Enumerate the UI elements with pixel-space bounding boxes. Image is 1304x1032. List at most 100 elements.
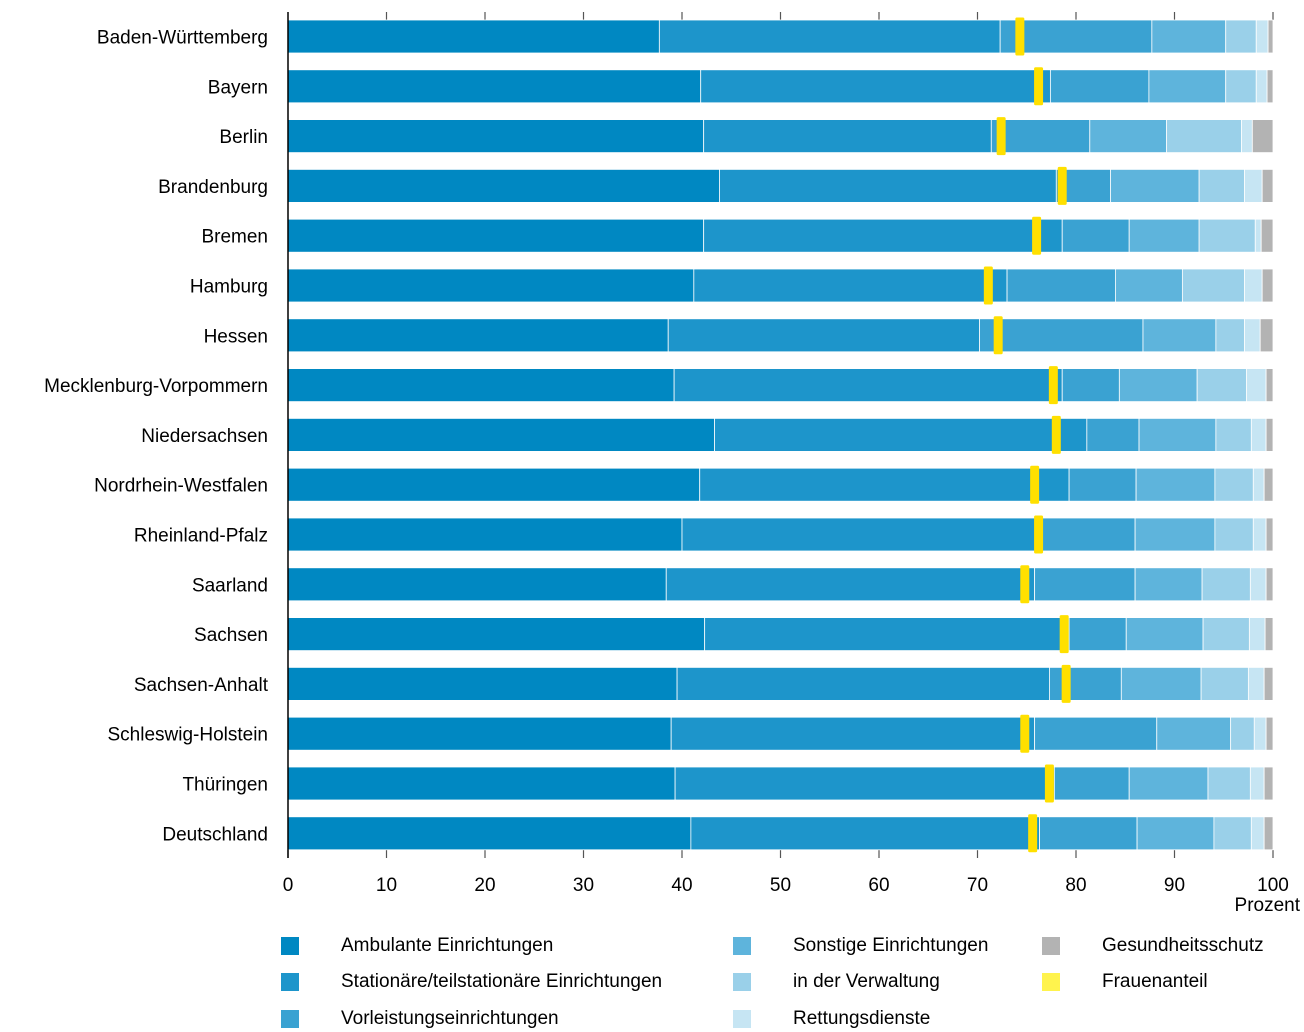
- bar-segment-2-4: [1148, 69, 1227, 104]
- bar-segment-7-4: [1142, 318, 1217, 353]
- bar-segment-5-2: [703, 218, 1063, 253]
- category-label: Brandenburg: [158, 177, 268, 198]
- x-tick-label: 100: [1257, 875, 1289, 896]
- bar-segment-7-2: [667, 318, 980, 353]
- bar-segment-4-5: [1198, 168, 1245, 203]
- bar-segment-6-1: [287, 268, 695, 303]
- bar-segment-15-4: [1156, 716, 1232, 751]
- bar-segment-8-6: [1246, 368, 1267, 403]
- bar-segment-11-7: [1265, 517, 1274, 552]
- bar-segment-9-7: [1265, 417, 1274, 452]
- bar-segment-16-5: [1207, 766, 1251, 801]
- x-tick-label: 50: [770, 875, 791, 896]
- bar-segment-8-2: [673, 368, 1063, 403]
- bar-segment-5-1: [287, 218, 705, 253]
- x-tick-label: 80: [1065, 875, 1086, 896]
- bar-segment-3-7: [1251, 119, 1274, 153]
- bar-segment-11-6: [1252, 517, 1267, 552]
- category-label: Thüringen: [182, 775, 268, 796]
- bar-segment-13-7: [1264, 617, 1274, 651]
- bar-segment-17-1: [287, 816, 692, 851]
- bar-segment-17-5: [1213, 816, 1252, 851]
- bar-segment-10-4: [1135, 467, 1216, 502]
- bar-segment-2-3: [1049, 69, 1150, 104]
- bar-segment-11-3: [1041, 517, 1136, 552]
- bar-segment-10-2: [699, 467, 1070, 502]
- bar-segment-13-1: [287, 617, 706, 651]
- bar-segment-5-6: [1254, 218, 1262, 253]
- bar-segment-4-1: [287, 168, 720, 203]
- bar-segment-8-7: [1265, 368, 1274, 403]
- category-label: Bayern: [208, 77, 268, 98]
- bar-segment-6-3: [1006, 268, 1116, 303]
- frauenanteil-marker-8: [1048, 366, 1058, 405]
- bar-segment-8-5: [1196, 368, 1247, 403]
- category-label: Baden-Württemberg: [97, 28, 268, 49]
- bar-segment-9-1: [287, 417, 715, 452]
- bar-segment-12-5: [1201, 567, 1251, 602]
- bar-segment-5-3: [1061, 218, 1130, 253]
- bar-segment-5-4: [1128, 218, 1200, 253]
- bar-segment-13-2: [704, 617, 1070, 651]
- bar-segment-6-2: [693, 268, 1008, 303]
- bar-segment-8-1: [287, 368, 675, 403]
- bar-segment-4-7: [1261, 168, 1274, 203]
- bar-segment-3-3: [990, 119, 1091, 153]
- bar-segment-4-4: [1110, 168, 1200, 203]
- bar-segment-1-2: [658, 19, 1001, 54]
- bar-segment-5-7: [1260, 218, 1274, 253]
- bar-segment-15-7: [1265, 716, 1274, 751]
- bar-segment-16-1: [287, 766, 676, 801]
- bar-segment-9-5: [1215, 417, 1252, 452]
- bar-segment-17-6: [1250, 816, 1265, 851]
- bar-segment-7-6: [1244, 318, 1261, 353]
- category-label: Sachsen: [194, 625, 268, 646]
- frauenanteil-marker-13: [1059, 615, 1069, 654]
- bar-segment-12-4: [1134, 567, 1203, 602]
- frauenanteil-marker-5: [1032, 216, 1042, 255]
- bar-segment-14-6: [1247, 667, 1265, 701]
- bar-segment-16-6: [1249, 766, 1265, 801]
- bar-segment-1-5: [1225, 19, 1257, 54]
- bar-segment-10-3: [1068, 467, 1137, 502]
- frauenanteil-marker-10: [1030, 465, 1040, 504]
- x-tick-label: 0: [283, 875, 294, 896]
- bar-segment-11-4: [1134, 517, 1216, 552]
- bar-segment-14-4: [1120, 667, 1202, 701]
- frauenanteil-marker-6: [983, 266, 993, 305]
- frauenanteil-marker-17: [1028, 814, 1038, 853]
- bar-segment-8-3: [1061, 368, 1120, 403]
- x-tick-label: 90: [1164, 875, 1185, 896]
- x-tick-label: 70: [967, 875, 988, 896]
- category-label: Schleswig-Holstein: [107, 725, 268, 746]
- bar-segment-16-3: [1053, 766, 1130, 801]
- bar-segment-7-3: [979, 318, 1144, 353]
- bar-segment-16-7: [1263, 766, 1274, 801]
- category-label: Berlin: [219, 127, 268, 148]
- bar-segment-8-4: [1118, 368, 1198, 403]
- bar-segment-14-1: [287, 667, 678, 701]
- bar-segment-7-7: [1259, 318, 1274, 353]
- bar-segment-10-7: [1263, 467, 1274, 502]
- x-tick-labels: 0 10 20 30 40 50 60 70 80 90 100: [283, 875, 1289, 896]
- bar-segment-14-7: [1263, 667, 1274, 701]
- frauenanteil-marker-2: [1034, 67, 1044, 106]
- bar-segment-7-1: [287, 318, 669, 353]
- frauenanteil-marker-12: [1020, 565, 1030, 604]
- frauenanteil-marker-9: [1051, 415, 1061, 454]
- category-label: Rheinland-Pfalz: [134, 526, 268, 547]
- bar-segment-6-7: [1261, 268, 1274, 303]
- category-label: Niedersachsen: [141, 426, 268, 447]
- x-unit-label: Prozent: [1235, 895, 1301, 916]
- bar-segment-13-3: [1068, 617, 1127, 651]
- category-label: Sachsen-Anhalt: [134, 675, 269, 696]
- bar-segment-17-3: [1039, 816, 1138, 851]
- x-tick-label: 10: [376, 875, 397, 896]
- bar-segment-1-6: [1255, 19, 1269, 54]
- category-labels: Baden-Württemberg Bayern Berlin Brandenburg…: [44, 28, 269, 846]
- bar-segment-2-6: [1255, 69, 1268, 104]
- bar-segment-3-5: [1166, 119, 1242, 153]
- bar-segment-12-7: [1265, 567, 1274, 602]
- category-label: Deutschland: [162, 824, 268, 845]
